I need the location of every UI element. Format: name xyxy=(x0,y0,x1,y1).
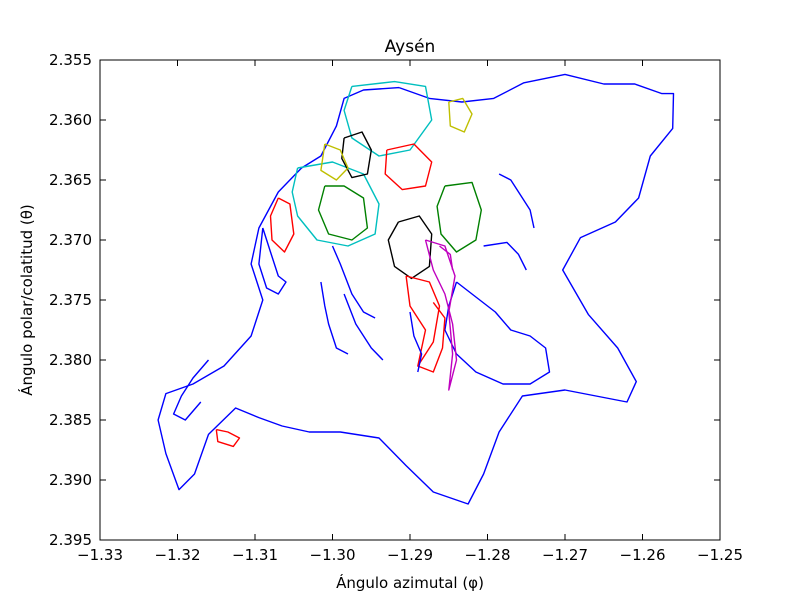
x-axis-label: Ángulo azimutal (φ) xyxy=(336,573,484,592)
x-tick-label-0: −1.33 xyxy=(77,546,123,564)
series-line-19 xyxy=(343,293,384,361)
chart-title: Aysén xyxy=(385,37,436,57)
series-line-22 xyxy=(483,241,527,271)
x-tick-label-7: −1.26 xyxy=(620,546,666,564)
series-line-7 xyxy=(341,131,372,179)
series-line-16 xyxy=(320,143,349,181)
series-line-4 xyxy=(317,185,369,241)
series-line-21 xyxy=(409,311,423,373)
x-tick-label-5: −1.28 xyxy=(465,546,511,564)
series-line-12 xyxy=(215,428,241,448)
y-tick-label-0: 2.355 xyxy=(49,51,92,69)
y-tick-label-2: 2.365 xyxy=(49,171,92,189)
series-line-1 xyxy=(444,281,551,385)
series-line-9 xyxy=(269,197,295,253)
series-line-10 xyxy=(405,275,441,367)
series-line-11 xyxy=(417,301,446,373)
ticks-layer: −1.33 −1.32 −1.31 −1.30 −1.29 −1.28 −1.27 −1.26… xyxy=(49,51,743,564)
y-tick-label-4: 2.375 xyxy=(49,291,92,309)
series-line-6 xyxy=(387,215,433,280)
x-tick-label-8: −1.25 xyxy=(697,546,743,564)
y-tick-label-8: 2.395 xyxy=(49,531,92,549)
series-line-24 xyxy=(172,359,210,421)
y-axis-label: Ángulo polar/colatitud (θ) xyxy=(17,204,36,396)
series-line-17 xyxy=(258,227,287,295)
series-line-8 xyxy=(384,143,433,191)
y-tick-label-5: 2.380 xyxy=(49,351,92,369)
series-line-14 xyxy=(439,245,454,271)
series-line-2 xyxy=(343,80,433,157)
series-line-20 xyxy=(320,281,349,355)
x-tick-label-1: −1.32 xyxy=(155,546,201,564)
series-line-18 xyxy=(331,245,376,319)
series-line-5 xyxy=(436,181,482,253)
x-tick-label-2: −1.31 xyxy=(232,546,278,564)
series-line-0 xyxy=(157,73,675,505)
y-tick-label-3: 2.370 xyxy=(49,231,92,249)
y-tick-label-7: 2.390 xyxy=(49,471,92,489)
series-line-23 xyxy=(498,173,535,229)
x-tick-label-4: −1.29 xyxy=(387,546,433,564)
x-tick-label-6: −1.27 xyxy=(542,546,588,564)
series-layer xyxy=(157,73,675,505)
x-tick-label-3: −1.30 xyxy=(310,546,356,564)
y-tick-label-6: 2.385 xyxy=(49,411,92,429)
y-tick-label-1: 2.360 xyxy=(49,111,92,129)
series-line-15 xyxy=(448,97,473,133)
